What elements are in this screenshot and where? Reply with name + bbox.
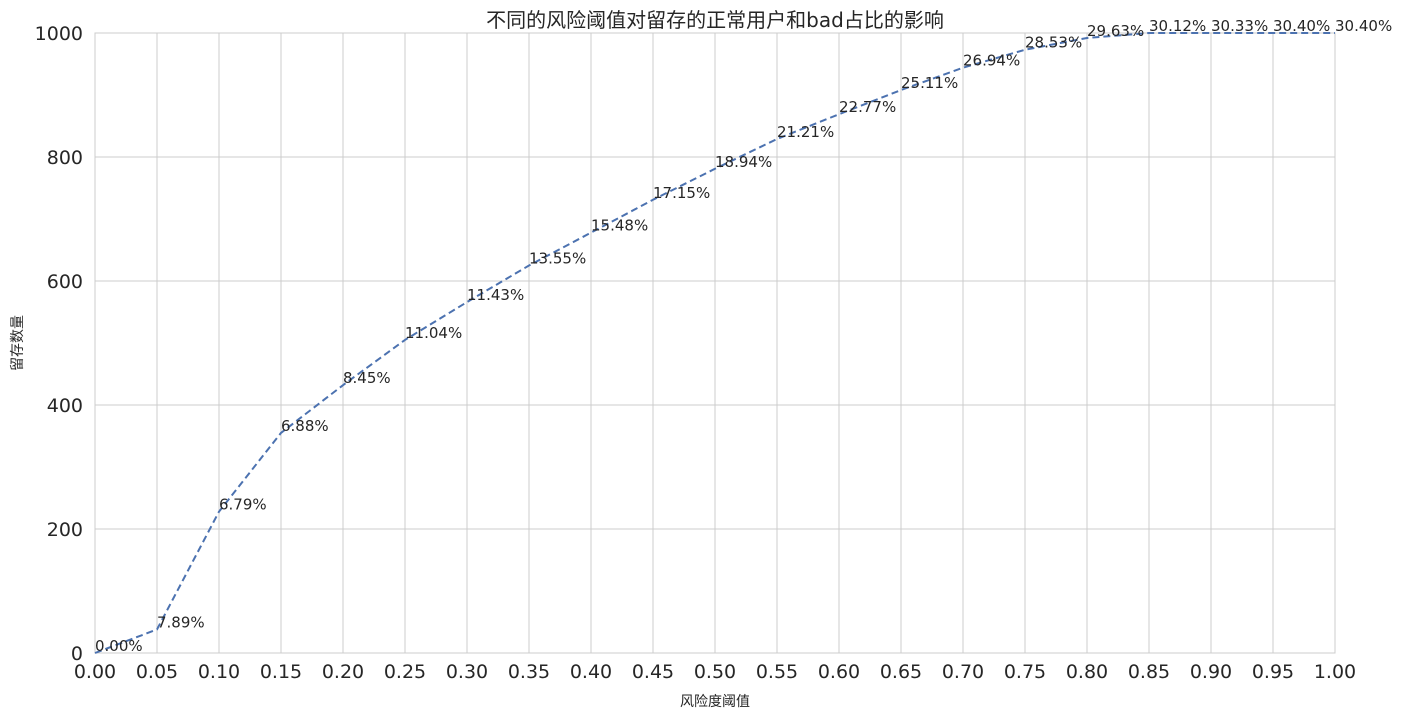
x-tick-label: 0.25 <box>384 661 426 683</box>
y-tick-label: 1000 <box>35 23 83 45</box>
data-label: 25.11% <box>901 74 958 92</box>
x-tick-label: 0.05 <box>136 661 178 683</box>
data-label: 29.63% <box>1087 22 1144 40</box>
x-tick-label: 0.80 <box>1066 661 1108 683</box>
x-tick-label: 0.60 <box>818 661 860 683</box>
data-label: 30.40% <box>1335 17 1392 35</box>
x-tick-label: 0.70 <box>942 661 984 683</box>
chart-title: 不同的风险阈值对留存的正常用户和bad占比的影响 <box>486 8 944 32</box>
grid-layer <box>94 32 1336 654</box>
data-label: 0.00% <box>95 637 143 655</box>
x-tick-label: 0.45 <box>632 661 674 683</box>
x-tick-label: 0.50 <box>694 661 736 683</box>
data-label: 18.94% <box>715 153 772 171</box>
x-tick-label: 0.90 <box>1190 661 1232 683</box>
x-tick-label: 1.00 <box>1314 661 1356 683</box>
x-tick-label: 0.10 <box>198 661 240 683</box>
data-label: 8.45% <box>343 369 391 387</box>
data-label: 17.15% <box>653 184 710 202</box>
x-tick-label: 0.65 <box>880 661 922 683</box>
data-label: 6.79% <box>219 496 267 514</box>
data-label: 11.04% <box>405 324 462 342</box>
x-tick-label: 0.40 <box>570 661 612 683</box>
x-tick-label: 0.55 <box>756 661 798 683</box>
data-label: 15.48% <box>591 217 648 235</box>
data-label: 30.33% <box>1211 17 1268 35</box>
data-label: 7.89% <box>157 613 205 631</box>
series-line <box>94 32 1335 654</box>
x-tick-label: 0.20 <box>322 661 364 683</box>
x-tick-label: 0.35 <box>508 661 550 683</box>
data-label: 26.94% <box>963 52 1020 70</box>
data-label: 28.53% <box>1025 34 1082 52</box>
tick-layer: 0.00 0.05 0.10 0.15 0.20 0.25 0.30 0.35 0.40 0.45… <box>35 23 1357 683</box>
plot-frame <box>94 32 1336 654</box>
x-tick-label: 0.30 <box>446 661 488 683</box>
data-label: 6.88% <box>281 417 329 435</box>
x-tick-label: 0.00 <box>74 661 116 683</box>
data-label: 30.12% <box>1149 17 1206 35</box>
data-label: 22.77% <box>839 98 896 116</box>
data-label: 13.55% <box>529 250 586 268</box>
data-label: 30.40% <box>1273 17 1330 35</box>
data-label-layer: 0.00% 7.89% 6.79% 6.88% 8.45% 11.04% 11.43% 13.… <box>95 17 1392 655</box>
y-tick-label: 200 <box>47 519 83 541</box>
x-tick-label: 0.15 <box>260 661 302 683</box>
x-tick-label: 0.95 <box>1252 661 1294 683</box>
x-tick-label: 0.85 <box>1128 661 1170 683</box>
y-tick-label: 400 <box>47 395 83 417</box>
x-tick-label: 0.75 <box>1004 661 1046 683</box>
data-label: 11.43% <box>467 286 524 304</box>
data-label: 21.21% <box>777 123 834 141</box>
y-tick-label: 600 <box>47 271 83 293</box>
y-tick-label: 800 <box>47 147 83 169</box>
x-axis-label: 风险度阈值 <box>680 694 750 710</box>
y-axis-label: 留存数量 <box>10 315 26 371</box>
y-tick-label: 0 <box>71 643 83 665</box>
